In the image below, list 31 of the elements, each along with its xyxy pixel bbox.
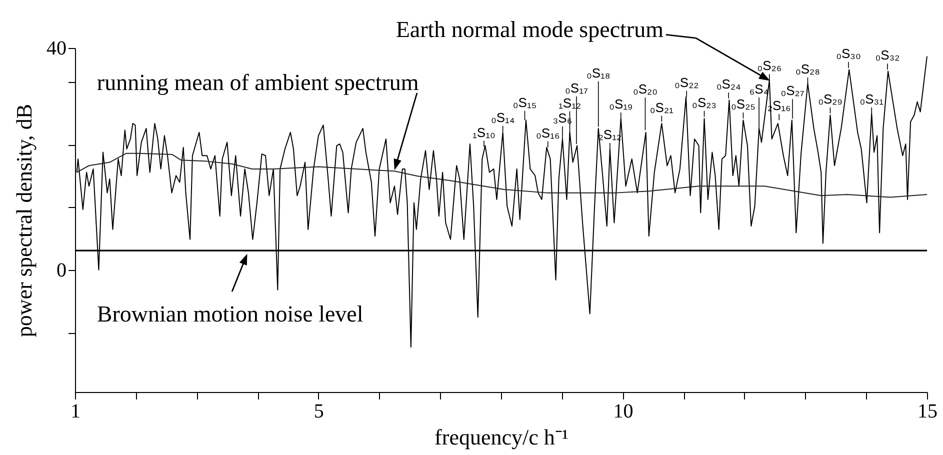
annotation: ₀S₁₅ bbox=[512, 94, 537, 110]
y-axis-title: power spectral density, dB bbox=[12, 104, 36, 338]
annotation: ₀S₁₈ bbox=[586, 65, 610, 80]
x-tick-label: 10 bbox=[613, 400, 634, 422]
annotation: ₀S₂₇ bbox=[780, 83, 805, 98]
x-tick-label: 15 bbox=[918, 400, 938, 422]
annotation: ₀S₁₆ bbox=[536, 125, 560, 140]
annotation: ₀S₂₀ bbox=[632, 81, 658, 96]
annotation: ₀S₁₉ bbox=[609, 96, 633, 112]
annotation: ₀S₃₁ bbox=[860, 91, 884, 106]
x-tick-label: 5 bbox=[314, 400, 324, 422]
ref-line-label: Brownian motion noise level bbox=[96, 302, 364, 327]
annotation: ₀S₁₇ bbox=[565, 80, 588, 96]
annotation: ₀S₃₂ bbox=[875, 48, 900, 63]
annotation: ₀S₂₃ bbox=[692, 94, 716, 110]
annotation: ₀S₂₁ bbox=[650, 100, 674, 115]
annotation: ₀S₃₀ bbox=[836, 46, 861, 61]
annotation: ₀S₂₉ bbox=[818, 91, 842, 106]
x-axis-title: frequency/c h⁻¹ bbox=[434, 424, 568, 450]
y-tick-label: 0 bbox=[56, 259, 66, 282]
annotation: ₀S₁₄ bbox=[490, 110, 515, 125]
annotation: running mean of ambient spectrum bbox=[96, 70, 419, 96]
annotation: ₁S₁₀ bbox=[472, 124, 496, 140]
legend-label: Earth normal mode spectrum bbox=[396, 16, 664, 42]
y-tick-label: 40 bbox=[46, 38, 66, 60]
annotation: ₀S₂₈ bbox=[795, 62, 820, 77]
annotation: ₀S₂₄ bbox=[716, 76, 741, 92]
annotation: ₀S₂₆ bbox=[757, 58, 782, 74]
annotation: ₀S₂₅ bbox=[731, 96, 756, 112]
x-tick-label: 1 bbox=[70, 400, 80, 422]
annotation: ₀S₂₂ bbox=[674, 74, 699, 90]
